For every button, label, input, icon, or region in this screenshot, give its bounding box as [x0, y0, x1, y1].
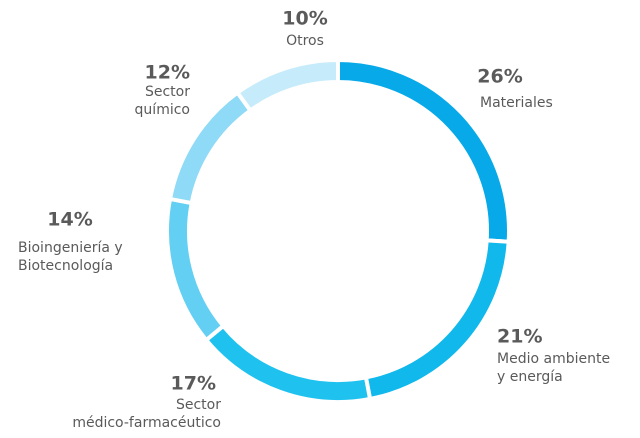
category-label: médico-farmacéutico: [72, 415, 221, 431]
category-label: químico: [135, 102, 190, 118]
category-label: Sector: [145, 84, 190, 100]
donut-segment: [165, 196, 227, 343]
donut-segment: [203, 323, 373, 404]
category-label: Medio ambiente: [497, 351, 610, 367]
value-label: 12%: [145, 62, 190, 84]
donut-segment: [234, 57, 340, 114]
category-label: Materiales: [480, 95, 553, 111]
category-label: y energía: [497, 369, 563, 385]
category-label: Biotecnología: [18, 258, 113, 274]
category-label: Bioingeniería y: [18, 240, 123, 256]
value-label: 17%: [171, 373, 216, 395]
value-label: 10%: [282, 8, 327, 30]
category-label: Sector: [176, 397, 221, 413]
value-label: 14%: [47, 209, 92, 231]
donut-segment: [363, 238, 511, 402]
category-label: Otros: [286, 33, 324, 49]
value-label: 26%: [477, 66, 522, 88]
value-label: 21%: [497, 326, 542, 348]
